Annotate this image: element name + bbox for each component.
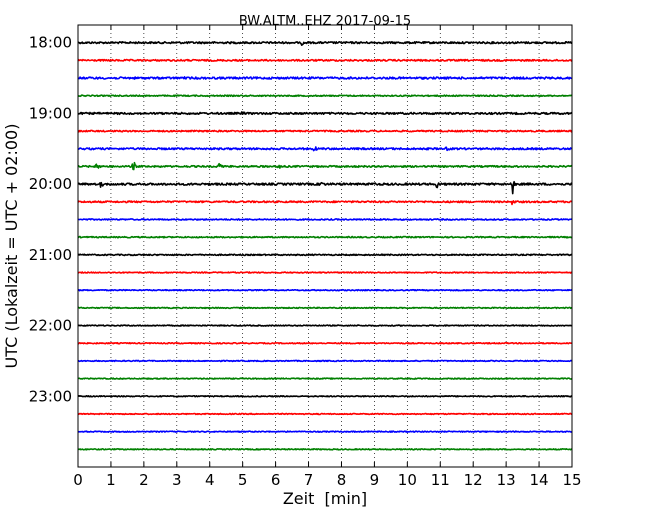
trace-1815 — [77, 58, 573, 62]
trace-2130 — [77, 288, 573, 292]
x-tick-label: 4 — [205, 471, 215, 489]
plot-frame — [77, 24, 573, 468]
trace-2030 — [77, 218, 573, 221]
trace-1945 — [77, 161, 573, 171]
trace-1830 — [77, 76, 573, 80]
tick-layer: 0 1 2 3 4 5 6 7 8 9 10 11 12 13 14 1518:0019:0020:0021:… — [29, 25, 582, 489]
trace-2230 — [77, 359, 573, 363]
trace-2100 — [77, 253, 573, 257]
grid-layer — [110, 25, 540, 467]
trace-1800 — [77, 40, 573, 46]
y-tick-label: 19:00 — [29, 104, 72, 122]
trace-1930 — [77, 146, 573, 152]
trace-2330 — [77, 430, 573, 433]
y-tick-label: 18:00 — [29, 34, 72, 52]
x-tick-label: 5 — [238, 471, 248, 489]
x-tick-label: 8 — [337, 471, 347, 489]
x-tick-label: 14 — [530, 471, 549, 489]
trace-1915 — [77, 129, 573, 133]
trace-2345 — [77, 448, 573, 451]
trace-2115 — [77, 271, 573, 274]
x-tick-label: 3 — [172, 471, 182, 489]
y-tick-label: 21:00 — [29, 246, 72, 264]
trace-2145 — [77, 306, 573, 310]
x-tick-label: 11 — [431, 471, 450, 489]
trace-2000 — [77, 180, 573, 195]
y-axis-label: UTC (Lokalzeit = UTC + 02:00) — [2, 124, 21, 369]
trace-2315 — [77, 412, 573, 416]
trace-layer — [77, 40, 573, 451]
chart-title: BW.ALTM..EHZ 2017-09-15 — [239, 14, 411, 29]
trace-2245 — [77, 377, 573, 380]
x-tick-label: 10 — [398, 471, 417, 489]
y-tick-label: 20:00 — [29, 175, 72, 193]
x-tick-label: 6 — [271, 471, 281, 489]
x-tick-label: 7 — [304, 471, 314, 489]
y-tick-label: 22:00 — [29, 317, 72, 335]
y-tick-label: 23:00 — [29, 387, 72, 405]
x-tick-label: 1 — [106, 471, 116, 489]
trace-2215 — [77, 341, 573, 345]
x-tick-label: 0 — [73, 471, 83, 489]
trace-2045 — [77, 235, 573, 239]
trace-1845 — [77, 94, 573, 98]
x-tick-label: 2 — [139, 471, 149, 489]
x-tick-label: 9 — [370, 471, 380, 489]
trace-1900 — [77, 111, 573, 116]
trace-2300 — [77, 394, 573, 398]
trace-2200 — [77, 324, 573, 327]
trace-2015 — [77, 200, 573, 206]
x-tick-label: 12 — [464, 471, 483, 489]
x-tick-label: 13 — [497, 471, 516, 489]
x-axis-label: Zeit [min] — [283, 489, 367, 508]
x-tick-label: 15 — [562, 471, 581, 489]
